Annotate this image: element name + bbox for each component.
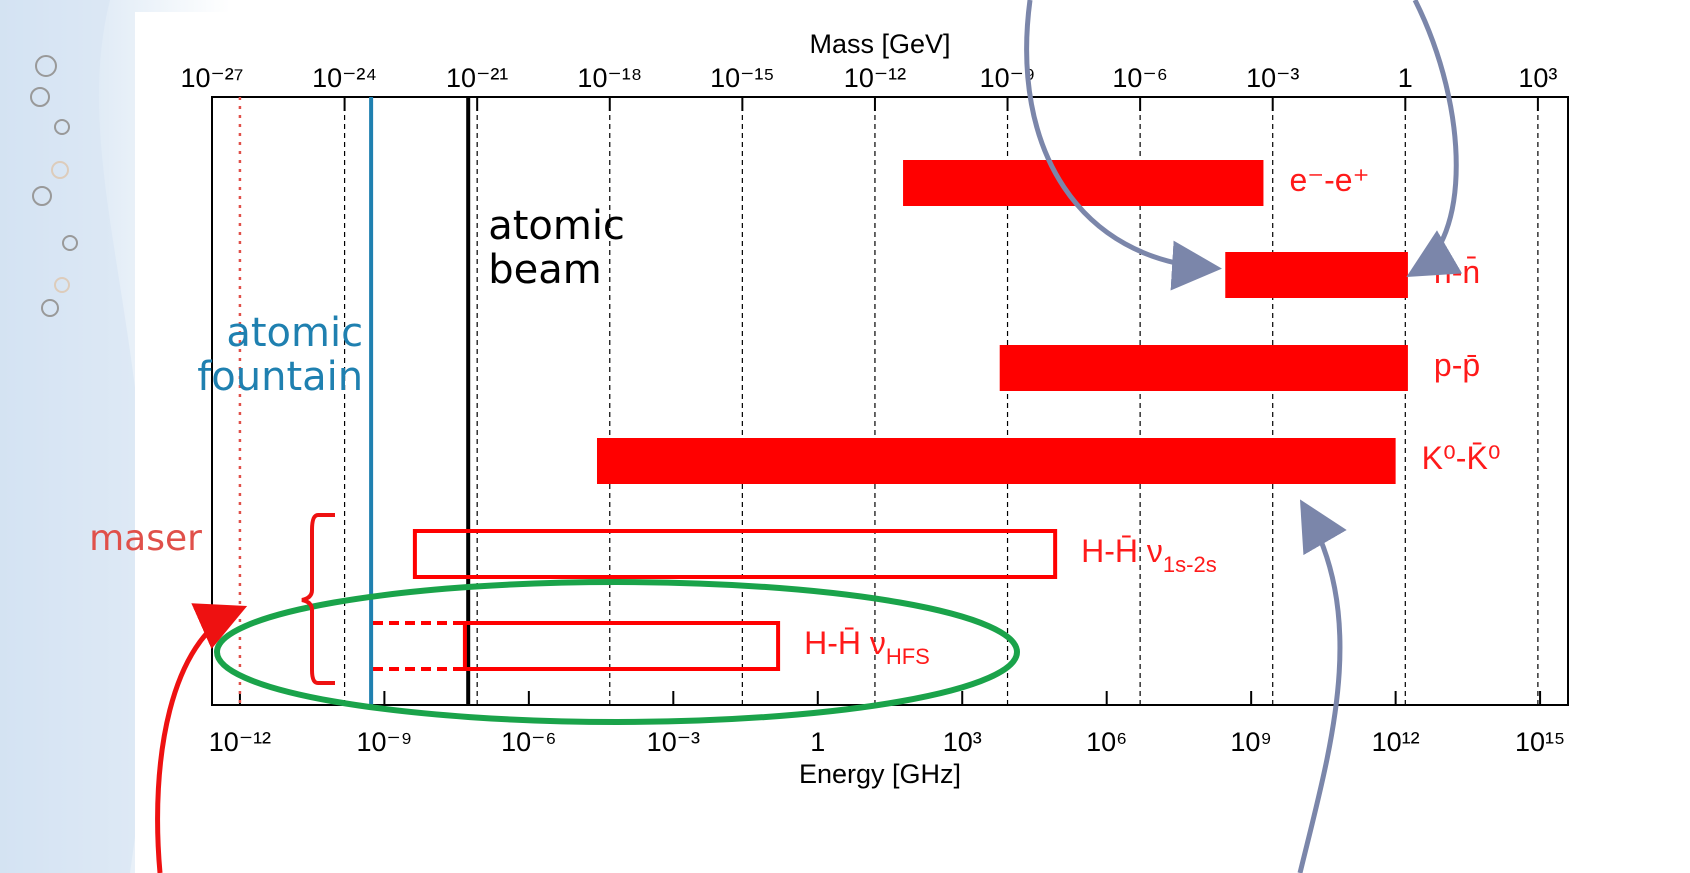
x-tick-label: 1 xyxy=(810,727,825,757)
bar-label-text: p-p̄ xyxy=(1434,347,1480,383)
x-tick-label: 10⁻³ xyxy=(647,727,700,757)
bar-label: H-H̄ νHFS xyxy=(804,625,930,668)
x2-tick-label: 10³ xyxy=(1518,63,1557,93)
x-tick-label: 10⁹ xyxy=(1230,727,1272,757)
x2-tick-label: 10⁻²⁷ xyxy=(180,63,243,93)
arrow xyxy=(1406,0,1463,278)
bracket xyxy=(301,513,335,685)
bar xyxy=(903,160,1264,206)
decoration xyxy=(0,0,230,873)
highlight-ellipse xyxy=(214,579,1020,725)
x-axis-label: Energy [GHz] xyxy=(799,759,961,789)
bar xyxy=(596,438,1396,484)
x-tick-label: 10⁻¹² xyxy=(209,727,271,757)
x2-tick-label: 10⁻¹⁸ xyxy=(577,63,642,93)
bar-label: e⁻-e⁺ xyxy=(1289,162,1369,198)
x2-tick-label: 10⁻⁶ xyxy=(1112,63,1167,93)
bar xyxy=(1225,252,1408,298)
bar-label: H-H̄ ν1s-2s xyxy=(1081,533,1217,576)
bar xyxy=(462,621,781,671)
bar-label: p-p̄ xyxy=(1434,347,1480,383)
x-tick-label: 10⁻⁶ xyxy=(501,727,556,757)
x-tick-label: 10¹² xyxy=(1372,727,1420,757)
x2-tick-label: 10⁻¹² xyxy=(844,63,906,93)
bar-label-text: e⁻-e⁺ xyxy=(1289,162,1369,198)
bar-label-text: H-H̄ ν xyxy=(804,625,886,661)
x-tick-label: 10¹⁵ xyxy=(1515,727,1565,757)
arrow xyxy=(1024,0,1222,291)
x-tick-label: 10³ xyxy=(943,727,982,757)
bar-label: n-n̄ xyxy=(1434,254,1480,290)
x2-tick-label: 1 xyxy=(1398,63,1413,93)
plot: 10⁻²⁷ 10⁻²⁴ 10⁻²¹ 10⁻¹⁸ 10⁻¹⁵ 10⁻¹² 10⁻⁹ 10⁻⁶ 10… xyxy=(89,63,1565,757)
reference-label: atomic xyxy=(488,203,625,249)
x2-tick-label: 10⁻²⁴ xyxy=(312,63,377,93)
x2-tick-label: 10⁻²¹ xyxy=(446,63,508,93)
x2-tick-label: 10⁻¹⁵ xyxy=(710,63,774,93)
reference-label: beam xyxy=(488,247,601,293)
annotations xyxy=(155,0,1463,873)
reference-label: fountain xyxy=(197,354,363,400)
x2-axis-label: Mass [GeV] xyxy=(809,29,950,59)
bar-label-subscript: HFS xyxy=(886,644,930,669)
bar-label-text: H-H̄ ν xyxy=(1081,533,1163,569)
arrow xyxy=(155,603,248,873)
bar-label-text: n-n̄ xyxy=(1434,254,1480,290)
bar-label: K⁰-K̄⁰ xyxy=(1422,440,1501,476)
bar-label-subscript: 1s-2s xyxy=(1163,552,1217,577)
reference-label: maser xyxy=(89,518,202,559)
reference-label: atomic xyxy=(226,310,363,356)
bar-label-text: K⁰-K̄⁰ xyxy=(1422,440,1501,476)
bar xyxy=(412,529,1058,579)
x-tick-label: 10⁶ xyxy=(1086,727,1127,757)
arrow xyxy=(1297,499,1347,873)
x-tick-label: 10⁻⁹ xyxy=(356,727,412,757)
bar xyxy=(999,345,1408,391)
x2-tick-label: 10⁻³ xyxy=(1246,63,1299,93)
